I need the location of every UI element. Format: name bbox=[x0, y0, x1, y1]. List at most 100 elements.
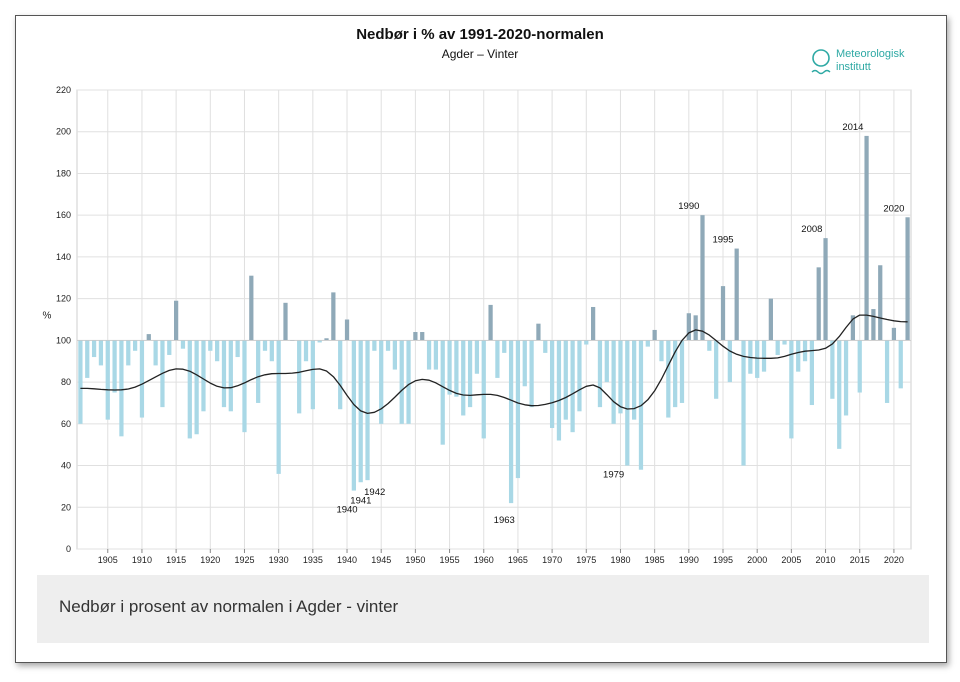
x-tick-label: 2005 bbox=[781, 555, 801, 565]
y-tick-label: 140 bbox=[56, 252, 71, 262]
bar bbox=[262, 340, 268, 351]
bar bbox=[187, 340, 192, 439]
bar bbox=[420, 332, 425, 341]
bar bbox=[508, 340, 514, 504]
x-tick-label: 1985 bbox=[645, 555, 665, 565]
annotation-label: 1940 bbox=[336, 505, 357, 516]
y-tick-label: 120 bbox=[56, 294, 71, 304]
y-axis-label: % bbox=[43, 310, 52, 321]
bar bbox=[399, 340, 404, 424]
bar bbox=[406, 340, 411, 424]
annotation-label: 1979 bbox=[603, 470, 624, 481]
bar bbox=[208, 340, 213, 351]
bar bbox=[755, 340, 760, 378]
bar bbox=[338, 340, 343, 410]
y-tick-label: 40 bbox=[61, 461, 71, 471]
bar bbox=[816, 267, 821, 341]
bar bbox=[495, 340, 500, 378]
bar bbox=[385, 340, 391, 351]
bar bbox=[132, 340, 138, 351]
bar bbox=[536, 323, 541, 341]
bar bbox=[119, 340, 124, 437]
caption-text: Nedbør i prosent av normalen i Agder - v… bbox=[59, 597, 399, 616]
bar bbox=[221, 340, 227, 408]
x-tick-label: 1915 bbox=[166, 555, 186, 565]
bar bbox=[502, 340, 507, 353]
bar bbox=[611, 340, 616, 424]
bar bbox=[782, 340, 787, 345]
x-tick-label: 1930 bbox=[269, 555, 289, 565]
annotation-label: 2014 bbox=[842, 122, 863, 133]
bar bbox=[365, 340, 370, 481]
bar bbox=[843, 340, 849, 416]
x-tick-label: 1965 bbox=[508, 555, 528, 565]
bar bbox=[898, 340, 903, 389]
bar bbox=[139, 340, 145, 418]
bar bbox=[529, 340, 534, 408]
bar bbox=[344, 319, 350, 341]
bar bbox=[324, 338, 329, 341]
bar bbox=[413, 332, 418, 341]
bar bbox=[98, 340, 104, 366]
bar bbox=[426, 340, 432, 370]
x-tick-label: 1940 bbox=[337, 555, 357, 565]
bar bbox=[884, 340, 890, 403]
bar bbox=[549, 340, 555, 428]
y-tick-label: 180 bbox=[56, 168, 71, 178]
x-tick-label: 1920 bbox=[200, 555, 220, 565]
bar bbox=[597, 340, 603, 408]
bar bbox=[454, 340, 459, 397]
x-tick-label: 1990 bbox=[679, 555, 699, 565]
met-logo-icon bbox=[811, 49, 831, 75]
annotation-label: 1942 bbox=[364, 487, 385, 498]
bar bbox=[126, 340, 131, 366]
bar bbox=[242, 340, 247, 433]
bar bbox=[303, 340, 309, 362]
annotation-label: 1941 bbox=[350, 496, 371, 507]
annotation-label: 1995 bbox=[712, 235, 733, 246]
bar bbox=[632, 340, 637, 420]
bar bbox=[433, 340, 439, 370]
bar bbox=[666, 340, 671, 418]
bar bbox=[78, 340, 83, 424]
x-tick-label: 1935 bbox=[303, 555, 323, 565]
x-tick-label: 1960 bbox=[474, 555, 494, 565]
bar bbox=[837, 340, 842, 449]
bar bbox=[112, 340, 117, 393]
bar bbox=[891, 327, 897, 341]
bar bbox=[194, 340, 199, 435]
x-tick-label: 1910 bbox=[132, 555, 152, 565]
bar bbox=[543, 340, 548, 353]
bar bbox=[331, 292, 336, 341]
y-tick-label: 0 bbox=[66, 544, 71, 554]
bar bbox=[789, 340, 794, 439]
chart-title: Nedbør i % av 1991-2020-normalen bbox=[356, 26, 604, 43]
bar bbox=[741, 340, 746, 466]
bar bbox=[447, 340, 452, 395]
annotation-label: 2008 bbox=[801, 224, 822, 235]
bar bbox=[310, 340, 315, 410]
bar bbox=[372, 340, 377, 351]
bar bbox=[276, 340, 281, 474]
x-tick-label: 1945 bbox=[371, 555, 391, 565]
bar bbox=[686, 313, 691, 341]
x-tick-label: 2000 bbox=[747, 555, 767, 565]
bar bbox=[269, 340, 274, 362]
bar bbox=[707, 340, 712, 351]
bar bbox=[105, 340, 110, 420]
bar bbox=[392, 340, 397, 370]
bar bbox=[604, 340, 609, 383]
bar bbox=[297, 340, 302, 414]
bar bbox=[659, 340, 664, 362]
y-tick-label: 20 bbox=[61, 502, 71, 512]
bar bbox=[768, 298, 773, 341]
bar bbox=[461, 340, 466, 416]
bar bbox=[673, 340, 678, 408]
chart-subtitle: Agder – Vinter bbox=[441, 47, 519, 61]
bar bbox=[235, 340, 240, 358]
plot-area bbox=[76, 89, 912, 550]
bar bbox=[775, 340, 780, 355]
bar bbox=[714, 340, 719, 399]
bar bbox=[857, 340, 862, 393]
bar bbox=[85, 340, 90, 378]
